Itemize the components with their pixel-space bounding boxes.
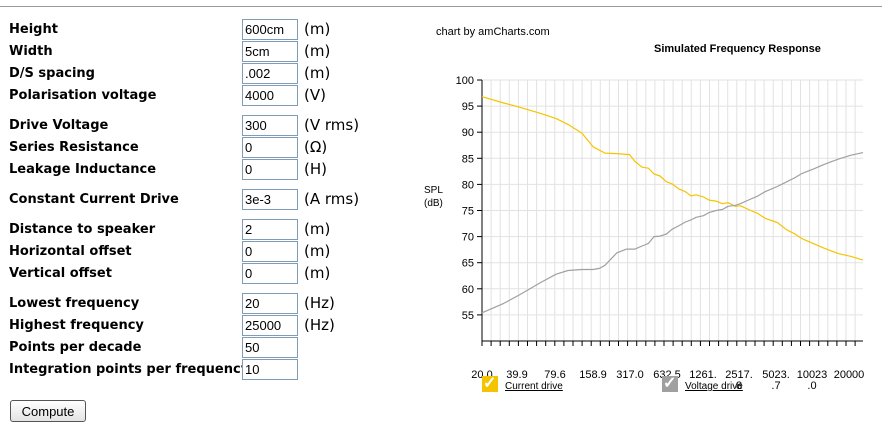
y-tick-label: 85 xyxy=(462,153,474,165)
field-label: Points per decade xyxy=(9,340,142,355)
unit-label: (m) xyxy=(304,264,331,282)
field-label: Vertical offset xyxy=(9,266,112,281)
parameter-input[interactable] xyxy=(242,63,298,84)
chart-credit: chart by amCharts.com xyxy=(436,26,550,38)
field-label: D/S spacing xyxy=(9,66,95,81)
unit-label: (m) xyxy=(304,242,331,260)
legend-check-icon[interactable]: ✓ xyxy=(662,375,678,392)
y-tick-label: 65 xyxy=(462,258,474,270)
x-tick-label: 20000 xyxy=(834,369,865,381)
field-label: Series Resistance xyxy=(9,140,139,155)
y-tick-label: 100 xyxy=(456,75,474,87)
unit-label: (Ω) xyxy=(304,138,328,156)
unit-label: (A rms) xyxy=(304,190,360,208)
field-label: Polarisation voltage xyxy=(9,88,157,103)
y-tick-label: 70 xyxy=(462,232,474,244)
y-tick-label: 60 xyxy=(462,284,474,296)
field-label: Height xyxy=(9,22,58,37)
unit-label: (Hz) xyxy=(304,316,335,334)
field-label: Horizontal offset xyxy=(9,244,132,259)
parameter-input[interactable] xyxy=(242,219,298,240)
unit-label: (m) xyxy=(304,42,331,60)
unit-label: (m) xyxy=(304,64,331,82)
y-axis-label: SPL (dB) xyxy=(424,185,443,209)
unit-label: (m) xyxy=(304,220,331,238)
field-label: Highest frequency xyxy=(9,318,144,333)
unit-label: (Hz) xyxy=(304,294,335,312)
unit-label: (V rms) xyxy=(304,116,360,134)
legend-label-voltage[interactable]: Voltage drive xyxy=(685,381,743,392)
parameter-input[interactable] xyxy=(242,41,298,62)
parameter-input[interactable] xyxy=(242,159,298,180)
voltage-drive-line xyxy=(481,152,864,314)
field-label: Lowest frequency xyxy=(9,296,140,311)
parameter-input[interactable] xyxy=(242,19,298,40)
current-drive-line xyxy=(481,96,864,261)
x-tick-label: 317.0 xyxy=(616,369,644,381)
parameter-input[interactable] xyxy=(242,359,298,380)
compute-button[interactable]: Compute xyxy=(10,400,86,422)
x-tick-label: .7 xyxy=(771,380,780,392)
parameter-input[interactable] xyxy=(242,315,298,336)
y-tick-label: 75 xyxy=(462,206,474,218)
parameter-input[interactable] xyxy=(242,263,298,284)
x-tick-label: 39.9 xyxy=(506,369,527,381)
x-tick-label: 79.6 xyxy=(544,369,565,381)
legend-check-icon[interactable]: ✓ xyxy=(482,375,498,392)
parameter-input[interactable] xyxy=(242,337,298,358)
y-tick-label: 90 xyxy=(462,127,474,139)
x-tick-label: 158.9 xyxy=(579,369,607,381)
unit-label: (H) xyxy=(304,160,327,178)
field-label: Width xyxy=(9,44,53,59)
x-tick-label: 1261. xyxy=(689,369,717,381)
field-label: Constant Current Drive xyxy=(9,192,179,207)
top-divider xyxy=(0,6,882,7)
field-label: Drive Voltage xyxy=(9,118,109,133)
y-tick-label: 95 xyxy=(462,101,474,113)
parameter-input[interactable] xyxy=(242,189,298,210)
y-tick-label: 55 xyxy=(462,310,474,322)
x-tick-label: 8 xyxy=(736,380,742,392)
parameter-input[interactable] xyxy=(242,115,298,136)
parameter-input[interactable] xyxy=(242,137,298,158)
parameter-input[interactable] xyxy=(242,241,298,262)
unit-label: (V) xyxy=(304,86,326,104)
field-label: Leakage Inductance xyxy=(9,162,157,177)
parameter-input[interactable] xyxy=(242,85,298,106)
x-tick-label: .0 xyxy=(807,380,816,392)
field-label: Distance to speaker xyxy=(9,222,156,237)
legend-label-current[interactable]: Current drive xyxy=(505,381,563,392)
x-tick-label: 2517. xyxy=(725,369,753,381)
chart-title: Simulated Frequency Response xyxy=(654,43,821,55)
x-tick-label: 5023. xyxy=(762,369,790,381)
y-tick-label: 80 xyxy=(462,179,474,191)
parameter-input[interactable] xyxy=(242,293,298,314)
x-tick-label: 10023 xyxy=(797,369,828,381)
unit-label: (m) xyxy=(304,20,331,38)
field-label: Integration points per frequency xyxy=(9,362,250,377)
